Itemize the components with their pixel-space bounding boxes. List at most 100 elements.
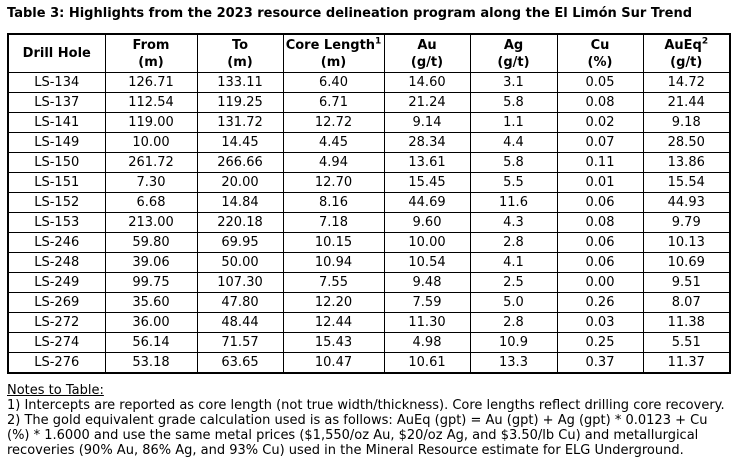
value-cell: 119.25 <box>196 92 284 113</box>
table-row: LS-269 35.60 47.80 12.20 7.59 5.0 0.26 8.07 <box>7 292 731 313</box>
value-cell: 50.00 <box>196 252 284 273</box>
value-cell: 8.07 <box>642 292 731 313</box>
value-cell: 20.00 <box>196 172 284 193</box>
value-cell: 12.20 <box>282 292 385 313</box>
value-cell: 13.3 <box>469 352 558 374</box>
value-cell: 71.57 <box>196 332 284 353</box>
value-cell: 35.60 <box>104 292 198 313</box>
value-cell: 0.06 <box>556 192 644 213</box>
value-cell: 0.06 <box>556 232 644 253</box>
value-cell: 4.4 <box>469 132 558 153</box>
value-cell: 5.8 <box>469 92 558 113</box>
value-cell: 4.45 <box>282 132 385 153</box>
column-header-aueq: AuEq2 (g/t) <box>642 33 731 73</box>
value-cell: 126.71 <box>104 72 198 93</box>
value-cell: 112.54 <box>104 92 198 113</box>
drill-hole-cell: LS-276 <box>7 352 106 374</box>
value-cell: 6.40 <box>282 72 385 93</box>
value-cell: 10.94 <box>282 252 385 273</box>
value-cell: 47.80 <box>196 292 284 313</box>
value-cell: 0.00 <box>556 272 644 293</box>
value-cell: 11.38 <box>642 312 731 333</box>
value-cell: 28.50 <box>642 132 731 153</box>
value-cell: 0.37 <box>556 352 644 374</box>
value-cell: 2.8 <box>469 232 558 253</box>
table-row: LS-272 36.00 48.44 12.44 11.30 2.8 0.03 11.38 <box>7 312 731 333</box>
value-cell: 11.37 <box>642 352 731 374</box>
table-row: LS-151 7.30 20.00 12.70 15.45 5.5 0.01 15.54 <box>7 172 731 193</box>
drill-hole-cell: LS-246 <box>7 232 106 253</box>
value-cell: 36.00 <box>104 312 198 333</box>
table-row: LS-141 119.00 131.72 12.72 9.14 1.1 0.02 9.18 <box>7 112 731 133</box>
value-cell: 0.25 <box>556 332 644 353</box>
value-cell: 48.44 <box>196 312 284 333</box>
value-cell: 21.44 <box>642 92 731 113</box>
table-row: LS-150 261.72 266.66 4.94 13.61 5.8 0.11 13.86 <box>7 152 731 173</box>
drill-hole-cell: LS-152 <box>7 192 106 213</box>
drill-hole-cell: LS-272 <box>7 312 106 333</box>
value-cell: 14.72 <box>642 72 731 93</box>
drill-results-table: Drill Hole From (m) To (m) Core Length1 (m) Au(… <box>7 33 731 374</box>
table-row: LS-274 56.14 71.57 15.43 4.98 10.9 0.25 5.51 <box>7 332 731 353</box>
table-row: LS-137 112.54 119.25 6.71 21.24 5.8 0.08 21.44 <box>7 92 731 113</box>
table-row: LS-249 99.75 107.30 7.55 9.48 2.5 0.00 9.51 <box>7 272 731 293</box>
column-header-core-length: Core Length1 (m) <box>282 33 385 73</box>
value-cell: 10.00 <box>104 132 198 153</box>
value-cell: 1.1 <box>469 112 558 133</box>
value-cell: 6.71 <box>282 92 385 113</box>
drill-hole-cell: LS-249 <box>7 272 106 293</box>
value-cell: 69.95 <box>196 232 284 253</box>
value-cell: 63.65 <box>196 352 284 374</box>
value-cell: 9.48 <box>383 272 471 293</box>
value-cell: 11.30 <box>383 312 471 333</box>
value-cell: 0.06 <box>556 252 644 273</box>
value-cell: 119.00 <box>104 112 198 133</box>
value-cell: 9.60 <box>383 212 471 233</box>
table-row: LS-134 126.71 133.11 6.40 14.60 3.1 0.05 14.72 <box>7 72 731 93</box>
value-cell: 0.26 <box>556 292 644 313</box>
value-cell: 11.6 <box>469 192 558 213</box>
column-header-drill-hole: Drill Hole <box>7 33 106 73</box>
value-cell: 0.01 <box>556 172 644 193</box>
value-cell: 220.18 <box>196 212 284 233</box>
table-title: Table 3: Highlights from the 2023 resour… <box>7 6 693 21</box>
table-row: LS-276 53.18 63.65 10.47 10.61 13.3 0.37 11.37 <box>7 352 731 374</box>
value-cell: 10.54 <box>383 252 471 273</box>
value-cell: 107.30 <box>196 272 284 293</box>
value-cell: 0.08 <box>556 212 644 233</box>
value-cell: 12.44 <box>282 312 385 333</box>
value-cell: 99.75 <box>104 272 198 293</box>
table-header: Drill Hole From (m) To (m) Core Length1 (m) Au(… <box>7 33 731 73</box>
value-cell: 5.8 <box>469 152 558 173</box>
value-cell: 4.94 <box>282 152 385 173</box>
value-cell: 5.5 <box>469 172 558 193</box>
value-cell: 59.80 <box>104 232 198 253</box>
value-cell: 12.72 <box>282 112 385 133</box>
value-cell: 4.98 <box>383 332 471 353</box>
value-cell: 15.45 <box>383 172 471 193</box>
drill-hole-cell: LS-248 <box>7 252 106 273</box>
value-cell: 9.51 <box>642 272 731 293</box>
value-cell: 9.18 <box>642 112 731 133</box>
value-cell: 9.14 <box>383 112 471 133</box>
value-cell: 14.60 <box>383 72 471 93</box>
column-header-ag: Ag (g/t) <box>469 33 558 73</box>
value-cell: 4.3 <box>469 212 558 233</box>
value-cell: 15.54 <box>642 172 731 193</box>
value-cell: 13.86 <box>642 152 731 173</box>
value-cell: 131.72 <box>196 112 284 133</box>
value-cell: 21.24 <box>383 92 471 113</box>
column-header-to: To (m) <box>196 33 284 73</box>
drill-hole-cell: LS-150 <box>7 152 106 173</box>
value-cell: 261.72 <box>104 152 198 173</box>
value-cell: 0.05 <box>556 72 644 93</box>
value-cell: 10.00 <box>383 232 471 253</box>
notes-section: Notes to Table: 1) Intercepts are report… <box>7 383 733 458</box>
value-cell: 3.1 <box>469 72 558 93</box>
value-cell: 4.1 <box>469 252 558 273</box>
table-row: LS-248 39.06 50.00 10.94 10.54 4.1 0.06 10.69 <box>7 252 731 273</box>
value-cell: 10.9 <box>469 332 558 353</box>
value-cell: 5.51 <box>642 332 731 353</box>
value-cell: 0.11 <box>556 152 644 173</box>
value-cell: 14.45 <box>196 132 284 153</box>
